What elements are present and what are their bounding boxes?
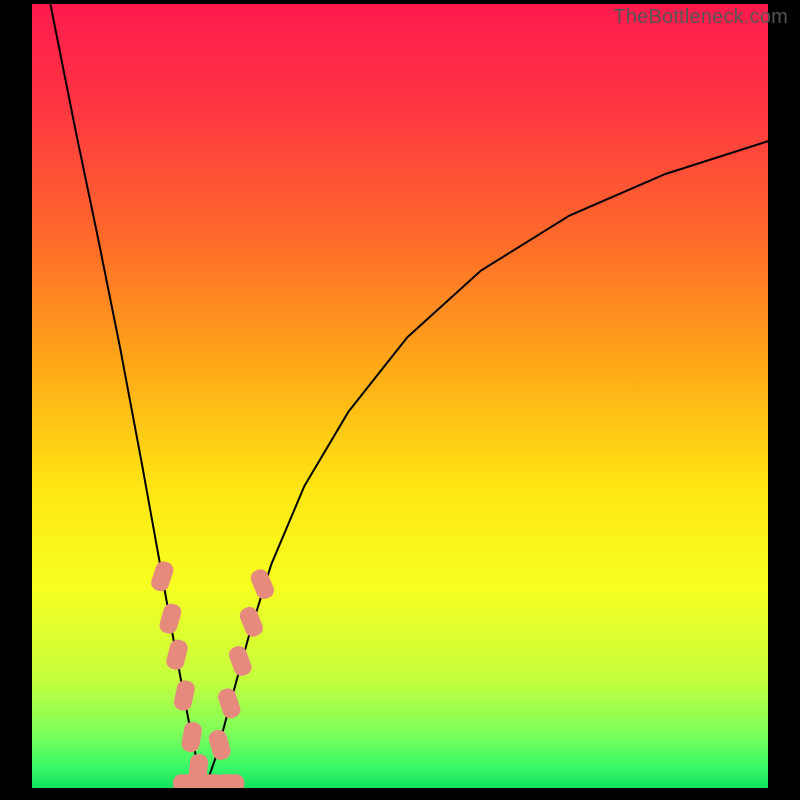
chart-svg	[32, 4, 768, 788]
marker-bottom-2	[214, 774, 244, 788]
watermark-text: TheBottleneck.com	[613, 6, 788, 29]
chart-plot-area	[32, 4, 768, 788]
chart-background	[32, 4, 768, 788]
